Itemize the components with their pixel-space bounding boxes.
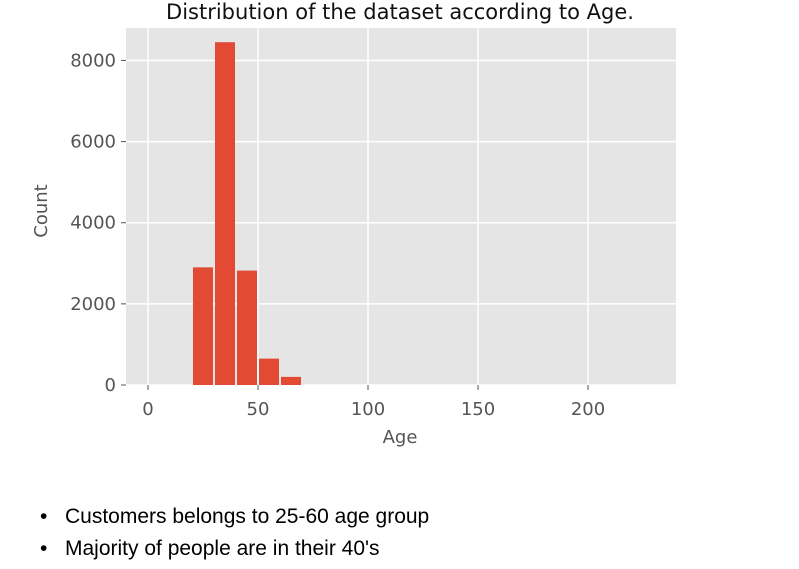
bullet-icon: • [40,505,48,528]
note-item: • Customers belongs to 25-60 age group [40,502,429,534]
x-axis-ticks: 0 50 100 150 200 [142,385,605,420]
histogram-bar [281,376,301,385]
notes-list: • Customers belongs to 25-60 age group •… [40,502,429,566]
x-tick-label: 150 [461,399,495,420]
x-tick-label: 100 [351,399,385,420]
note-text: Customers belongs to 25-60 age group [65,505,430,528]
bars-group [193,42,301,386]
x-tick-label: 0 [142,399,153,420]
histogram-bar [237,270,257,385]
y-tick-label: 2000 [70,294,116,315]
y-tick-label: 8000 [70,50,116,71]
x-axis-label: Age [383,427,418,448]
x-tick-label: 50 [247,399,270,420]
y-tick-label: 6000 [70,132,116,153]
y-tick-label: 4000 [70,213,116,234]
chart-title: Distribution of the dataset according to… [166,0,634,24]
note-item: • Majority of people are in their 40's [40,534,429,566]
y-axis-ticks: 0 2000 4000 6000 8000 [70,50,126,396]
y-axis-label: Count [31,184,52,237]
note-text: Majority of people are in their 40's [65,537,380,560]
histogram-bar [193,267,213,385]
x-tick-label: 200 [571,399,605,420]
bullet-icon: • [40,537,48,560]
age-distribution-chart: Distribution of the dataset according to… [31,0,676,448]
y-tick-label: 0 [105,375,116,396]
histogram-bar [259,358,279,385]
histogram-bar [215,42,235,386]
